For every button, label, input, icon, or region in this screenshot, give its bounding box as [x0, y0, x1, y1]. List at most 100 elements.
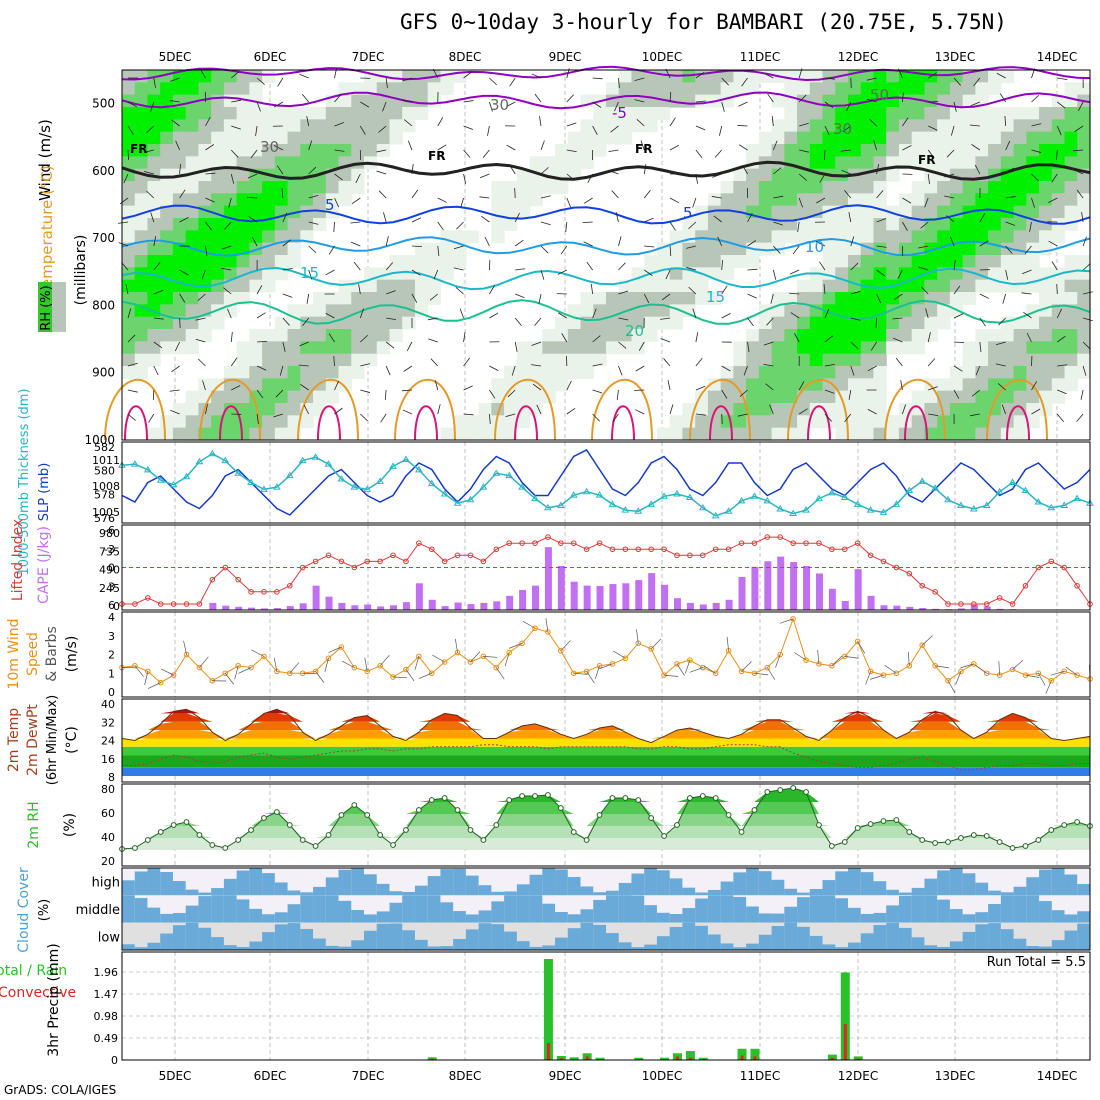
cloud-cell-bg	[325, 922, 340, 950]
rh-cell	[172, 341, 187, 355]
rh-cell	[669, 242, 684, 256]
rh-cell	[771, 94, 785, 108]
rh-cell	[618, 292, 633, 305]
cloud-cell	[771, 879, 785, 896]
wind-barb-10m	[775, 654, 781, 668]
rh-cell	[236, 366, 250, 379]
rh-cell	[656, 427, 671, 441]
rh-cell	[147, 353, 161, 367]
wind-barb	[432, 68, 439, 79]
rh-cell	[325, 366, 340, 379]
rh-cell	[822, 316, 836, 330]
cape-bar	[970, 604, 978, 610]
wind-barb	[789, 292, 800, 295]
rh-cell	[223, 279, 238, 293]
rh-cell	[593, 304, 607, 318]
cloud-cell	[300, 895, 314, 923]
wind-barb	[792, 245, 800, 255]
cloud-cell	[822, 880, 836, 896]
wind-barb	[824, 335, 834, 343]
wind-barb-10m	[432, 654, 445, 663]
rh-cell	[274, 378, 289, 392]
rh-2m-point	[635, 797, 642, 803]
temperature-fill-band	[122, 767, 1090, 776]
thickness-point	[169, 480, 178, 488]
rh-cell	[249, 279, 263, 293]
rh-cell	[236, 205, 250, 219]
rh-cell	[287, 131, 301, 145]
rh-cell	[962, 218, 976, 231]
wind-barb	[711, 196, 722, 199]
precip-total-bar	[685, 1051, 695, 1060]
wind-barb	[979, 317, 986, 327]
cape-bar	[622, 583, 630, 610]
rh-cell	[873, 70, 887, 83]
rh-cell	[1000, 218, 1015, 231]
wind-barb	[566, 122, 577, 127]
rh-cell	[440, 70, 454, 83]
wind-barb	[281, 188, 284, 199]
rh-cell	[758, 378, 773, 392]
rh-cell	[147, 144, 161, 157]
wind-barb	[489, 365, 499, 371]
rh-cell	[287, 415, 301, 429]
wind-barb-10m	[767, 667, 775, 680]
cloud-cell	[325, 895, 340, 923]
rh-cell	[860, 292, 875, 305]
rh-cell	[529, 353, 543, 367]
rh-cell	[160, 316, 174, 330]
rh-cell	[860, 144, 875, 157]
rh-cell	[262, 427, 276, 441]
rh-cell	[504, 205, 518, 219]
cape-bar	[428, 599, 436, 610]
rh-2m-point	[519, 793, 526, 799]
temperature-fill-band	[122, 730, 1090, 739]
rh-2m-point	[906, 829, 913, 835]
precip-conv-bar	[675, 1056, 679, 1060]
rh-cell	[733, 255, 747, 268]
rh-cell	[1064, 131, 1078, 145]
rh-cell	[860, 205, 875, 219]
wind-barb	[279, 365, 284, 376]
rh-cell	[656, 279, 671, 293]
wind-barb-10m	[844, 656, 859, 659]
rh-cell	[758, 205, 773, 219]
rh-cell	[1013, 427, 1027, 441]
precip-conv-bar	[856, 1058, 860, 1060]
rh-cell	[325, 329, 340, 342]
rh-cell	[1026, 415, 1040, 429]
rh-cell	[962, 144, 976, 157]
cloud-cell	[1013, 886, 1027, 896]
wind-barb	[463, 100, 474, 103]
wind-speed-point	[261, 653, 267, 660]
rh-cell	[122, 230, 136, 244]
wind-barb	[823, 284, 826, 295]
cloud-cell	[1039, 946, 1053, 950]
cloud-cell-bg	[797, 868, 811, 896]
dewpoint-line	[122, 744, 1090, 771]
cloud-cell	[542, 868, 556, 896]
cloud-cell-bg	[593, 868, 607, 896]
wind-barb	[515, 268, 526, 271]
wind-speed-point	[764, 664, 771, 671]
rh-cell	[898, 94, 913, 108]
rh-cell	[873, 316, 887, 330]
rh-cell	[160, 205, 174, 219]
cloud-cell	[707, 889, 722, 896]
rh-cell	[1039, 168, 1053, 182]
wind-barb	[325, 269, 335, 276]
rh-cell	[529, 390, 543, 404]
cloud-cell	[682, 887, 696, 896]
rh-cell	[160, 242, 174, 256]
rh-cell	[669, 82, 684, 96]
wind-barb-10m	[470, 651, 481, 663]
wind-barb	[221, 267, 232, 271]
thickness-point	[376, 477, 385, 484]
rh-cell	[606, 329, 620, 342]
rh-cell	[835, 156, 849, 170]
wind-barb	[928, 413, 939, 416]
rh-cell	[287, 144, 301, 157]
rh-cell	[860, 119, 875, 133]
rh-cell	[287, 156, 301, 170]
li-point	[325, 552, 332, 559]
